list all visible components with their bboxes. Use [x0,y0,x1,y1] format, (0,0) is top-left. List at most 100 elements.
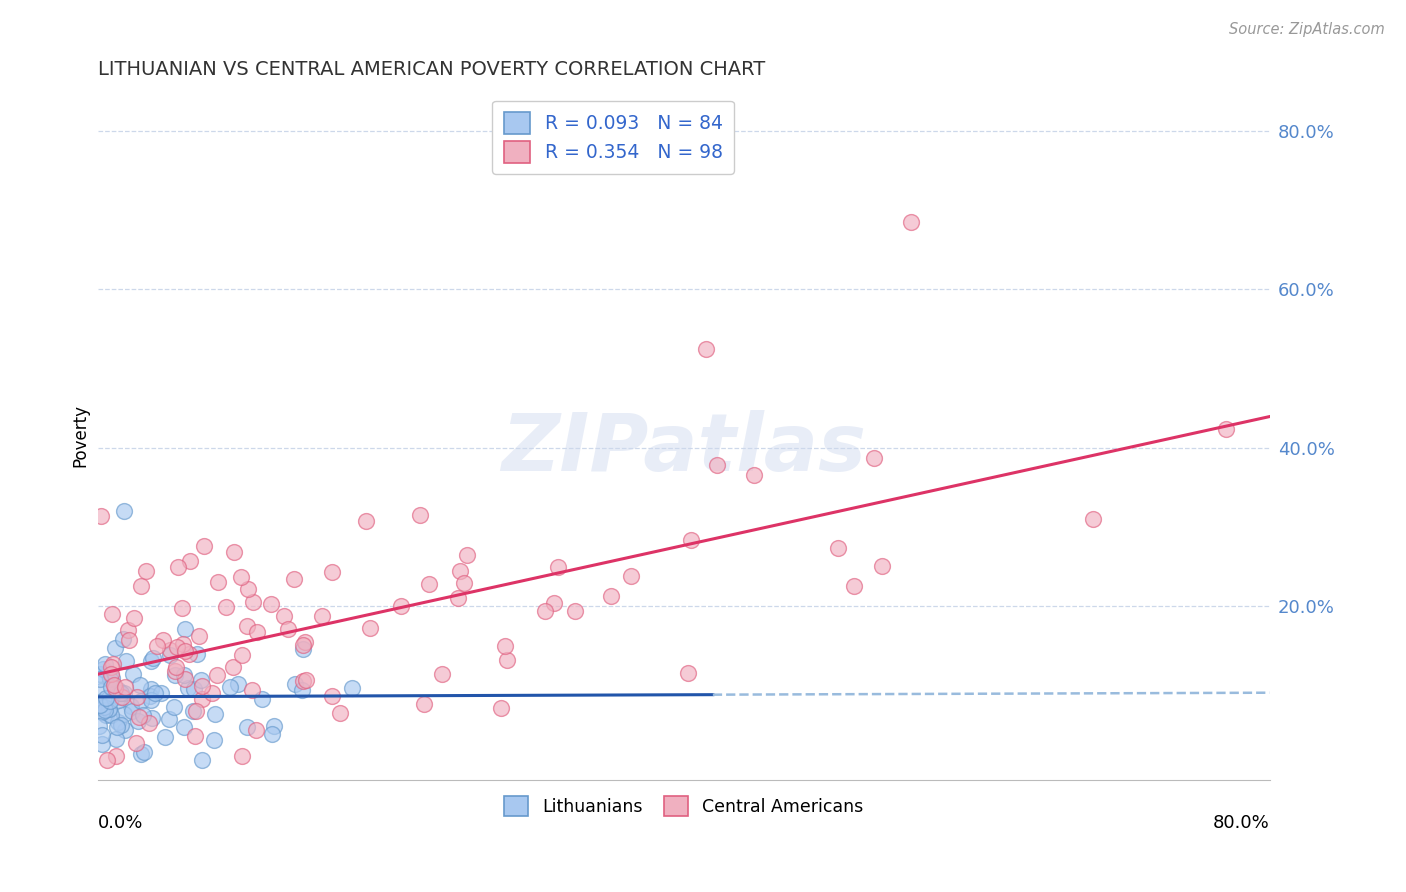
Point [294,634,316,648]
Point [96,665,118,680]
Point [260,597,283,611]
Point [432,667,454,681]
Point [1081,512,1104,526]
Point [108,686,131,700]
Point [184,729,207,743]
Point [128,710,150,724]
Point [98,701,121,715]
Point [221,660,243,674]
Point [100,708,122,723]
Point [173,720,195,734]
Point [202,733,225,747]
Point [100,660,122,674]
Point [193,539,215,553]
Point [91,737,114,751]
Point [291,683,314,698]
Point [105,731,128,746]
Point [91,728,114,742]
Point [94,657,117,672]
Text: LITHUANIAN VS CENTRAL AMERICAN POVERTY CORRELATION CHART: LITHUANIAN VS CENTRAL AMERICAN POVERTY C… [97,60,765,78]
Point [153,730,176,744]
Point [98,694,121,708]
Point [159,648,181,662]
Point [250,692,273,706]
Point [98,673,121,687]
Point [96,753,118,767]
Point [176,681,198,695]
Point [236,720,259,734]
Point [121,704,143,718]
Point [231,570,253,584]
Point [142,650,165,665]
Point [186,647,208,661]
Point [165,660,187,674]
Point [89,672,111,686]
Point [389,599,412,614]
Point [543,596,565,610]
Point [201,686,224,700]
Point [110,718,132,732]
Point [340,681,363,695]
Point [547,560,569,574]
Point [173,672,195,686]
Point [224,544,246,558]
Point [706,458,728,472]
Point [827,541,849,555]
Point [120,698,142,713]
Point [495,653,517,667]
Point [146,639,169,653]
Point [321,690,343,704]
Point [141,681,163,696]
Point [89,698,111,713]
Point [456,548,478,562]
Point [170,601,193,615]
Point [173,667,195,681]
Point [205,667,228,681]
Point [150,686,173,700]
Point [191,753,214,767]
Point [284,677,307,691]
Point [104,748,127,763]
Text: Source: ZipAtlas.com: Source: ZipAtlas.com [1229,22,1385,37]
Point [104,681,127,695]
Point [283,572,305,586]
Point [122,610,145,624]
Point [236,582,259,596]
Point [678,666,700,681]
Point [191,679,214,693]
Point [98,690,121,705]
Point [108,693,131,707]
Legend: Lithuanians, Central Americans: Lithuanians, Central Americans [498,789,870,823]
Point [163,699,186,714]
Point [177,647,200,661]
Point [533,604,555,618]
Point [112,686,135,700]
Point [103,678,125,692]
Point [141,711,163,725]
Point [449,564,471,578]
Point [183,682,205,697]
Point [105,721,128,735]
Point [226,676,249,690]
Point [181,704,204,718]
Point [354,514,377,528]
Point [107,715,129,730]
Point [172,637,194,651]
Y-axis label: Poverty: Poverty [72,404,89,467]
Point [409,508,432,522]
Point [489,701,512,715]
Point [104,640,127,655]
Point [152,633,174,648]
Point [96,696,118,710]
Point [564,604,586,618]
Point [132,707,155,722]
Point [321,566,343,580]
Point [900,215,922,229]
Point [89,667,111,681]
Point [246,624,269,639]
Point [122,667,145,681]
Point [97,702,120,716]
Point [600,589,623,603]
Point [128,678,150,692]
Point [129,747,152,761]
